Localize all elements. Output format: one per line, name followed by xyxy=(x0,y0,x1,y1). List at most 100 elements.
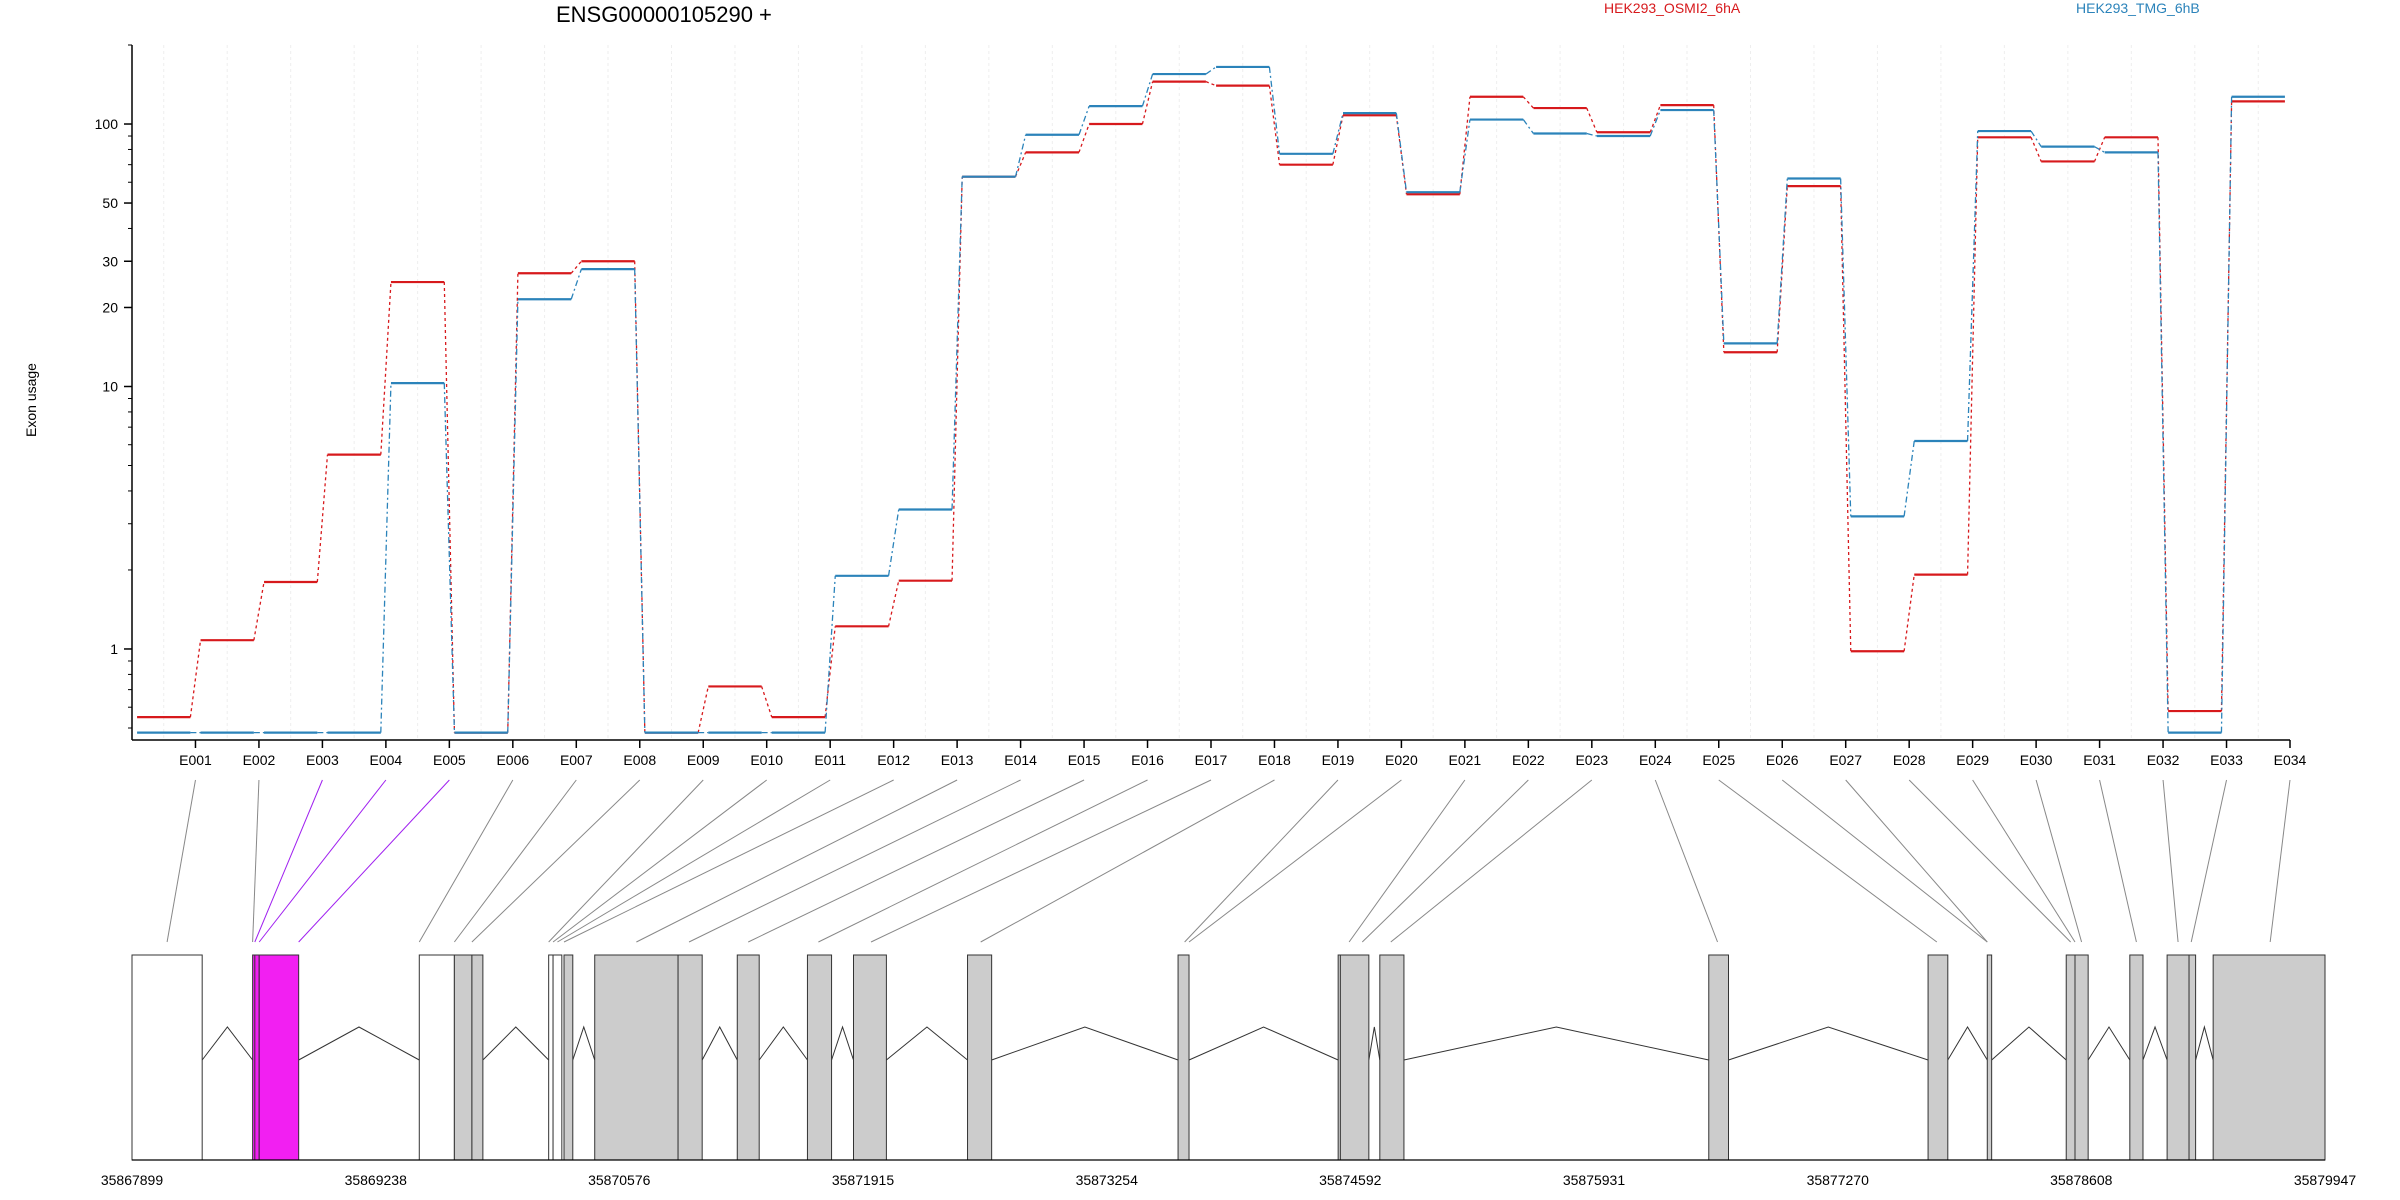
x-tick-label: E005 xyxy=(433,752,466,768)
exon-link-line xyxy=(980,779,1275,943)
series-2-connector xyxy=(570,268,582,300)
series-1-connector xyxy=(1586,107,1598,133)
exon-link-line xyxy=(748,779,1085,943)
x-tick-label: E007 xyxy=(560,752,593,768)
exon-link-line xyxy=(453,779,577,943)
x-tick-label: E020 xyxy=(1385,752,1418,768)
x-tick-label: E001 xyxy=(179,752,212,768)
exon-box xyxy=(453,954,473,1161)
genome-coordinate-label: 35879947 xyxy=(2294,1172,2357,1188)
genome-coordinate-label: 35878608 xyxy=(2050,1172,2113,1188)
x-tick-label: E019 xyxy=(1322,752,1355,768)
exon-link-line xyxy=(2190,779,2228,943)
x-tick-label: E009 xyxy=(687,752,720,768)
intron-line xyxy=(2087,1026,2131,1061)
exon-link-line xyxy=(298,779,450,943)
exon-box xyxy=(258,954,300,1161)
exon-box xyxy=(2188,954,2197,1161)
x-tick-label: E006 xyxy=(496,752,529,768)
x-tick-label: E013 xyxy=(941,752,974,768)
exon-link-line xyxy=(563,779,894,943)
series-1-connector xyxy=(2030,137,2042,162)
intron-line xyxy=(482,1026,550,1061)
y-tick-label: 20 xyxy=(102,299,118,315)
exon-box xyxy=(254,954,260,1161)
series-2-connector xyxy=(1395,113,1408,193)
series-1-connector xyxy=(316,454,329,583)
series-2-connector xyxy=(1713,110,1725,344)
exon-box xyxy=(552,954,563,1161)
x-tick-label: E026 xyxy=(1766,752,1799,768)
intron-line xyxy=(758,1026,808,1061)
exon-link-line xyxy=(1718,779,1938,943)
intron-line xyxy=(1403,1026,1709,1061)
exon-link-line xyxy=(471,779,641,943)
series-2-connector xyxy=(380,383,392,733)
exon-link-line xyxy=(1184,779,1339,943)
genome-coordinate-label: 35875931 xyxy=(1563,1172,1626,1188)
series-1-connector xyxy=(1268,85,1281,165)
series-2-connector xyxy=(2094,146,2105,153)
exon-link-line xyxy=(552,779,768,943)
exon-link-line xyxy=(1781,779,1988,943)
intron-line xyxy=(886,1026,968,1061)
intron-line xyxy=(298,1026,420,1061)
x-tick-label: E033 xyxy=(2210,752,2243,768)
exon-link-line xyxy=(1390,779,1593,943)
exon-link-line xyxy=(2162,779,2179,943)
series-2-connector xyxy=(507,299,519,733)
intron-line xyxy=(701,1025,738,1061)
intron-line xyxy=(831,1025,854,1061)
intron-line xyxy=(991,1026,1179,1061)
legend-entry-series-2: HEK293_TMG_6hB xyxy=(2076,0,2200,16)
exon-link-line xyxy=(258,779,387,943)
y-tick-label: 1 xyxy=(110,641,118,657)
x-tick-label: E024 xyxy=(1639,752,1672,768)
intron-line xyxy=(1188,1026,1339,1061)
chart-title: ENSG00000105290 + xyxy=(556,2,772,27)
series-1-connector xyxy=(1522,96,1534,109)
x-tick-label: E025 xyxy=(1702,752,1735,768)
series-2-connector xyxy=(1014,134,1027,177)
exon-box xyxy=(967,954,993,1161)
series-2-connector xyxy=(1332,112,1344,154)
series-1-connector xyxy=(1014,152,1027,177)
exon-box xyxy=(563,954,574,1161)
genome-coordinate-label: 35874592 xyxy=(1319,1172,1382,1188)
exon-link-line xyxy=(818,779,1148,943)
exon-link-line xyxy=(1348,779,1466,943)
exon-box xyxy=(1177,954,1190,1161)
series-2-connector xyxy=(2220,96,2233,733)
genome-coordinate-label: 35867899 xyxy=(101,1172,164,1188)
series-2-connector xyxy=(634,269,646,733)
series-1-connector xyxy=(697,686,709,733)
series-1-connector xyxy=(1966,137,1979,575)
exon-box xyxy=(1379,954,1405,1161)
exon-box xyxy=(594,954,679,1161)
series-2-connector xyxy=(951,176,963,510)
series-1-connector xyxy=(761,686,773,718)
x-tick-label: E014 xyxy=(1004,752,1037,768)
exon-link-line xyxy=(548,779,704,943)
intron-line xyxy=(2142,1025,2168,1061)
exon-box xyxy=(471,954,484,1161)
series-1-connector xyxy=(951,176,963,581)
series-1-connector xyxy=(1903,574,1915,652)
series-1-connector xyxy=(1839,186,1852,652)
series-1-connector xyxy=(1649,104,1661,133)
x-tick-label: E015 xyxy=(1068,752,1101,768)
series-2-connector xyxy=(1522,119,1534,134)
exon-box xyxy=(1986,954,1993,1161)
x-tick-label: E017 xyxy=(1195,752,1228,768)
exon-link-line xyxy=(1188,779,1402,943)
x-tick-label: E012 xyxy=(877,752,910,768)
series-2-connector xyxy=(2030,130,2042,147)
series-2-connector xyxy=(1839,178,1852,517)
genome-coordinate-label: 35873254 xyxy=(1076,1172,1139,1188)
series-1-connector xyxy=(1141,81,1154,125)
exon-link-line xyxy=(1654,779,1719,943)
series-2-connector xyxy=(1078,105,1090,135)
series-2-connector xyxy=(1586,132,1598,137)
